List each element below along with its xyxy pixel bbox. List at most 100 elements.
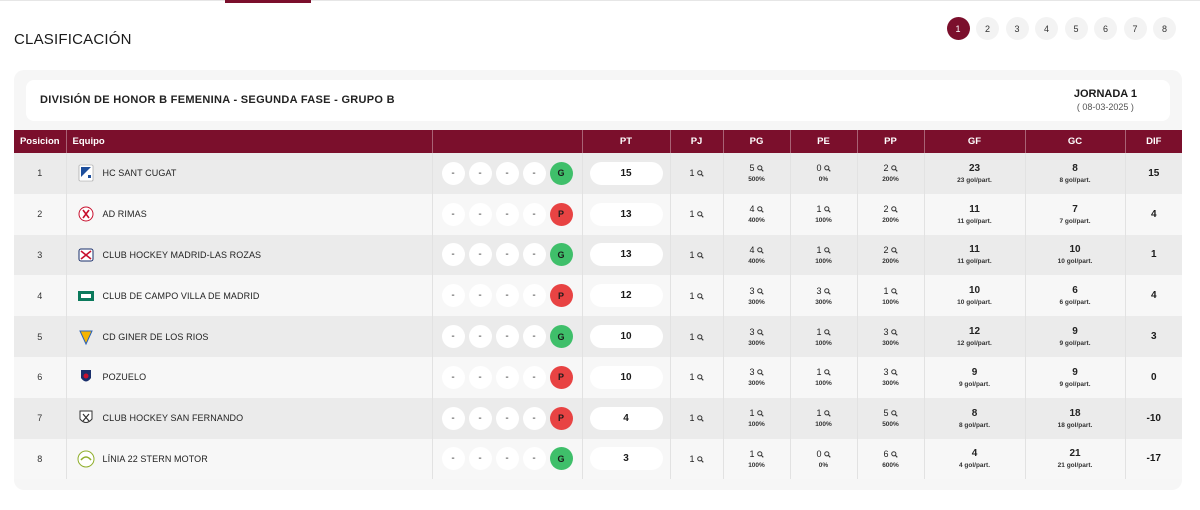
gf-value: 10 [968, 285, 981, 297]
table-row[interactable]: 6 POZUELO - - - - P 10 1 3 300% 1 100% 3 300% 9 9 gol/pa… [14, 356, 1182, 398]
jornada-label: JORNADA 1 [1073, 88, 1137, 100]
round-8-button[interactable]: 8 [1153, 17, 1176, 40]
magnify-icon [756, 451, 764, 458]
round-7-button[interactable]: 7 [1123, 17, 1147, 40]
round-1-button[interactable]: 1 [946, 17, 970, 40]
pj-value: 1 [689, 372, 695, 383]
magnify-icon [890, 247, 898, 254]
magnify-icon [890, 369, 898, 377]
header-pp: PP [857, 130, 925, 153]
position: 8 [37, 453, 43, 464]
team-name-link[interactable]: HC SANT CUGAT [102, 168, 177, 179]
pe-value: 1 [816, 408, 822, 419]
team-name-link[interactable]: LÍNIA 22 STERN MOTOR [102, 453, 208, 464]
table-row[interactable]: 7 CLUB HOCKEY SAN FERNANDO - - - - P 4 1 1 100% 1 10… [14, 397, 1182, 439]
pj-value: 1 [689, 331, 695, 342]
form-empty-badge: - [522, 243, 546, 267]
pe-percent: 100% [815, 421, 832, 429]
pg-value: 1 [749, 448, 755, 459]
pg-value: 4 [749, 204, 755, 215]
round-2-button[interactable]: 2 [976, 17, 999, 40]
competition-info-bar: DIVISIÓN DE HONOR B FEMENINA - SEGUNDA F… [26, 80, 1170, 121]
form-empty-badge: - [441, 243, 465, 267]
points-pill: 13 [589, 243, 663, 267]
round-5-button[interactable]: 5 [1064, 17, 1088, 40]
form-empty-badge: - [522, 365, 546, 389]
pp-value: 2 [883, 244, 889, 255]
pe-percent: 100% [815, 380, 832, 388]
magnify-icon [823, 369, 831, 377]
round-3-button[interactable]: 3 [1005, 17, 1029, 40]
gf-value: 9 [971, 366, 978, 378]
pp-value: 2 [883, 163, 889, 174]
team-name-link[interactable]: CLUB DE CAMPO VILLA DE MADRID [102, 290, 260, 301]
goal-difference: 4 [1150, 290, 1157, 302]
position: 4 [37, 290, 43, 301]
gf-average: 23 gol/part. [957, 176, 992, 184]
table-row[interactable]: 2 AD RIMAS - - - - P 13 1 4 400% 1 100% 2 200% 11 11 gol… [14, 193, 1182, 235]
pj-value: 1 [689, 168, 695, 179]
pe-percent: 0% [818, 461, 829, 469]
jornada-info: JORNADA 1 ( 08-03-2025 ) [1074, 88, 1137, 112]
magnify-icon [756, 165, 764, 173]
team-name-link[interactable]: CLUB HOCKEY MADRID-LAS ROZAS [102, 249, 262, 260]
magnify-icon [823, 410, 831, 417]
magnify-icon [823, 451, 831, 458]
active-tab-indicator [225, 0, 311, 3]
table-row[interactable]: 1 HC SANT CUGAT - - - - G 15 1 5 500% 0 0% 2 200% 23 23 … [14, 153, 1182, 194]
form-empty-badge: - [441, 406, 465, 430]
form-empty-badge: - [441, 365, 465, 389]
team-name-link[interactable]: CLUB HOCKEY SAN FERNANDO [102, 413, 244, 424]
header-gf: GF [924, 130, 1026, 153]
gc-average: 21 gol/part. [1057, 462, 1093, 470]
gf-value: 11 [969, 244, 980, 256]
form-win-badge: G [549, 161, 573, 185]
gc-value: 8 [1072, 162, 1078, 174]
team-name-link[interactable]: AD RIMAS [102, 209, 147, 220]
table-row[interactable]: 4 CLUB DE CAMPO VILLA DE MADRID - - - - P 12 1 3 3… [14, 275, 1182, 317]
table-row[interactable]: 5 CD GINER DE LOS RIOS - - - - G 10 1 3 300% 1 100% 3… [14, 316, 1182, 357]
competition-name: DIVISIÓN DE HONOR B FEMENINA - SEGUNDA F… [40, 94, 395, 106]
recent-form: ----G [433, 161, 582, 185]
magnify-icon [756, 247, 764, 254]
form-empty-badge: - [468, 243, 492, 267]
gc-value: 6 [1072, 285, 1078, 297]
round-6-button[interactable]: 6 [1094, 17, 1117, 40]
table-row[interactable]: 8 LÍNIA 22 STERN MOTOR - - - - G 3 1 1 100% 0 0% 6 600… [14, 438, 1182, 480]
club-de-campo-logo [77, 287, 95, 305]
form-empty-badge: - [468, 284, 492, 308]
magnify-icon [890, 410, 898, 417]
points-pill: 13 [589, 202, 663, 226]
pg-percent: 500% [748, 176, 765, 184]
header-pt: PT [582, 130, 671, 153]
pe-percent: 100% [815, 217, 832, 225]
pg-percent: 400% [748, 257, 765, 265]
gc-value: 10 [1069, 244, 1081, 256]
pp-value: 3 [883, 367, 889, 378]
round-4-button[interactable]: 4 [1035, 17, 1058, 40]
pe-value: 0 [816, 163, 822, 174]
position: 5 [37, 331, 43, 342]
form-empty-badge: - [495, 365, 519, 389]
pe-value: 1 [816, 326, 822, 337]
magnify-icon [823, 328, 831, 336]
form-empty-badge: - [495, 284, 519, 308]
points-pill: 15 [589, 161, 663, 185]
pg-percent: 100% [748, 461, 765, 469]
pj-value: 1 [689, 453, 695, 464]
form-empty-badge: - [522, 284, 546, 308]
pp-percent: 200% [882, 217, 899, 225]
gc-value: 18 [1069, 407, 1081, 419]
magnify-icon [696, 170, 704, 178]
form-empty-badge: - [522, 161, 546, 185]
gf-average: 9 gol/part. [958, 380, 991, 388]
team-name-link[interactable]: POZUELO [102, 372, 147, 383]
round-pager: 1 2 3 4 5 6 7 8 [946, 17, 1176, 40]
top-divider [0, 0, 1200, 1]
table-row[interactable]: 3 CLUB HOCKEY MADRID-LAS ROZAS - - - - G 13 1 4 40… [14, 234, 1182, 276]
pj-value: 1 [689, 209, 695, 220]
magnify-icon [696, 415, 704, 422]
gf-average: 11 gol/part. [957, 258, 992, 266]
form-empty-badge: - [441, 202, 465, 226]
team-name-link[interactable]: CD GINER DE LOS RIOS [102, 331, 209, 342]
